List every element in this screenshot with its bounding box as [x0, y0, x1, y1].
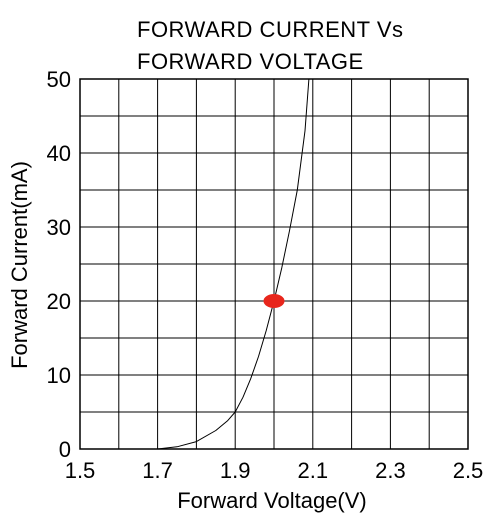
- x-tick-label: 1.7: [142, 458, 173, 483]
- marker-layer: [263, 294, 285, 308]
- y-tick-labels: 0 10 20 30 40 50: [47, 67, 71, 462]
- x-tick-label: 2.5: [453, 458, 484, 483]
- y-tick-label: 40: [47, 141, 71, 166]
- y-tick-label: 30: [47, 215, 71, 240]
- series-line: [157, 78, 310, 450]
- y-tick-label: 20: [47, 289, 71, 314]
- operating-point-marker: [263, 294, 285, 308]
- x-tick-label: 1.9: [220, 458, 251, 483]
- series-layer: [157, 78, 310, 450]
- y-tick-label: 10: [47, 363, 71, 388]
- grid: [79, 78, 469, 450]
- x-tick-label: 1.5: [65, 458, 96, 483]
- y-tick-label: 0: [59, 437, 71, 462]
- chart-title-line-2: FORWARD VOLTAGE: [137, 49, 364, 74]
- y-axis-label: Forward Current(mA): [7, 161, 32, 369]
- x-tick-label: 2.3: [375, 458, 406, 483]
- y-tick-label: 50: [47, 67, 71, 92]
- chart-title-line-1: FORWARD CURRENT Vs: [137, 17, 404, 42]
- x-axis-label: Forward Voltage(V): [177, 488, 367, 513]
- x-tick-label: 2.1: [298, 458, 329, 483]
- plot-frame: [79, 78, 469, 450]
- x-tick-labels: 1.5 1.7 1.9 2.1 2.3 2.5: [65, 458, 484, 483]
